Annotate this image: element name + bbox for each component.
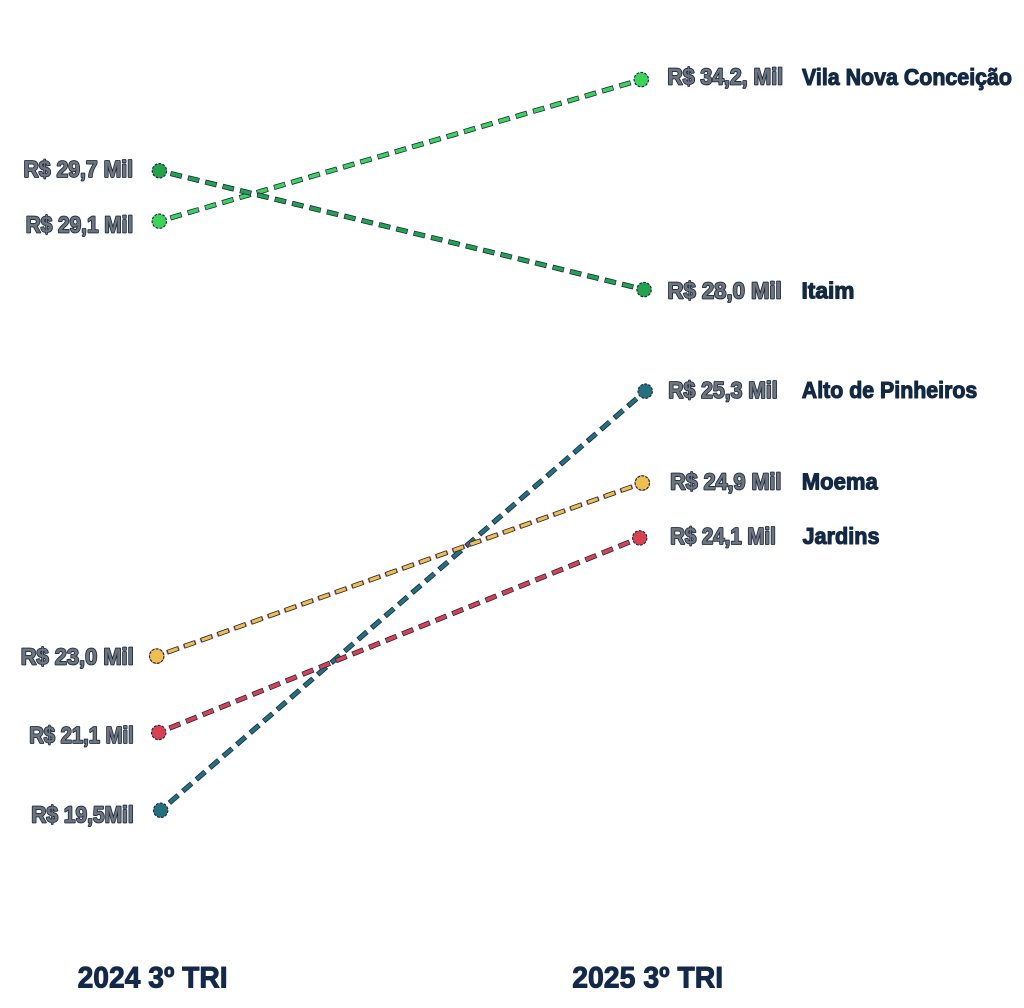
svg-text:R$ 29,7 Mil: R$ 29,7 Mil [24,156,134,182]
svg-text:R$ 23,0 Mil: R$ 23,0 Mil [21,644,134,670]
svg-text:Jardins: Jardins [803,523,880,549]
svg-text:Itaim: Itaim [802,278,855,304]
svg-text:R$ 29,1 Mil: R$ 29,1 Mil [26,212,134,238]
svg-text:Moema: Moema [802,469,878,495]
svg-text:2024 3º TRI: 2024 3º TRI [78,962,228,995]
svg-text:R$ 34,2, Mil: R$ 34,2, Mil [667,64,783,90]
svg-text:R$ 24,1 Mil: R$ 24,1 Mil [670,523,776,549]
svg-text:Vila Nova Conceição: Vila Nova Conceição [802,64,1012,90]
svg-text:R$ 24,9 Mil: R$ 24,9 Mil [670,469,781,495]
svg-text:R$ 21,1 Mil: R$ 21,1 Mil [29,722,134,748]
svg-text:2025 3º TRI: 2025 3º TRI [572,962,723,995]
svg-text:Alto de Pinheiros: Alto de Pinheiros [802,377,978,403]
svg-text:R$ 28,0 Mil: R$ 28,0 Mil [668,278,782,304]
svg-text:R$ 19,5Mil: R$ 19,5Mil [31,802,134,828]
svg-text:R$ 25,3 Mil: R$ 25,3 Mil [668,377,778,403]
